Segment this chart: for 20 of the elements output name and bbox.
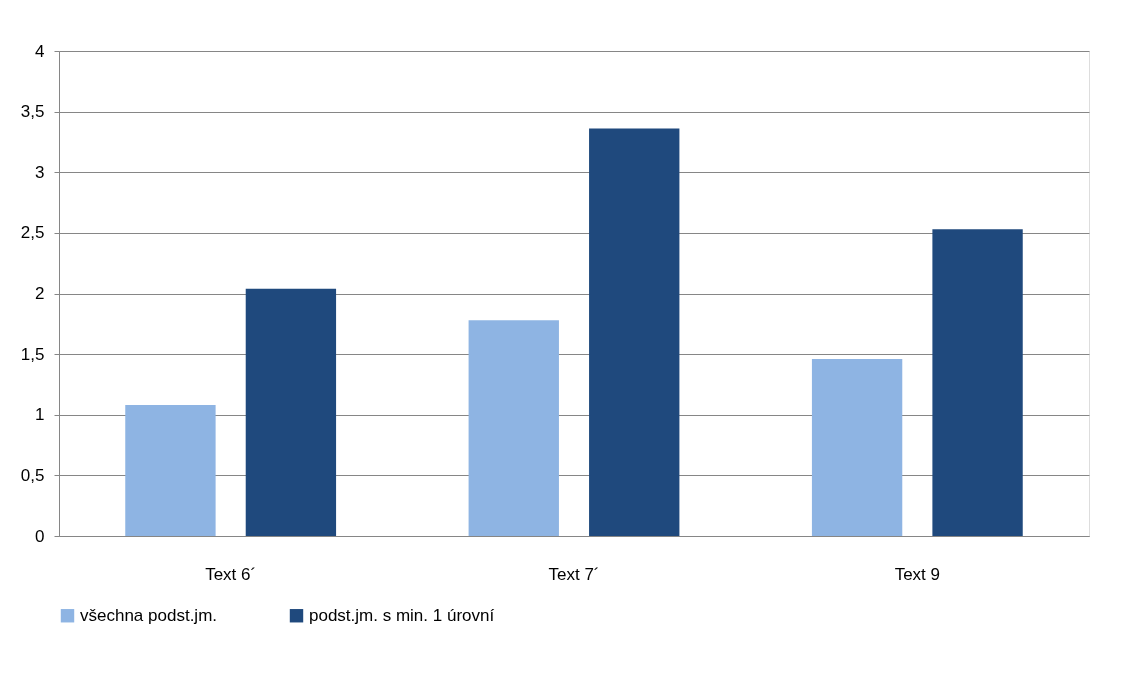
- bar: [125, 405, 216, 536]
- y-tick-label: 2: [35, 284, 45, 303]
- y-tick-label: 1,5: [20, 344, 45, 364]
- bar: [811, 358, 903, 536]
- y-tick-label: 2,5: [20, 223, 45, 243]
- y-tick-label: 4: [35, 41, 45, 61]
- legend-label: všechna podst.jm.: [80, 605, 218, 625]
- y-tick-label: 1: [35, 405, 45, 425]
- y-tick-label: 0: [35, 526, 45, 546]
- y-tick-label: 3,5: [20, 102, 45, 122]
- x-tick-label: Text 7´: [548, 564, 600, 584]
- bar: [245, 288, 337, 536]
- bar: [932, 229, 1023, 536]
- y-tick-label: 0,5: [20, 465, 45, 485]
- x-tick-label: Text 6´: [205, 564, 257, 584]
- legend-label: podst.jm. s min. 1 úrovní: [309, 605, 495, 625]
- y-tick-label: 3: [35, 162, 45, 182]
- bar: [589, 128, 680, 536]
- x-tick-label: Text 9: [894, 564, 941, 584]
- bar: [468, 320, 559, 536]
